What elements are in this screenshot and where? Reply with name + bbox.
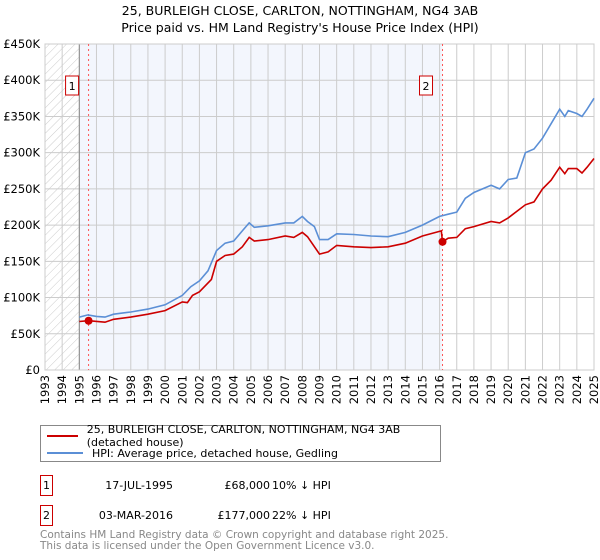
x-tick-label: 1999: [141, 375, 155, 404]
sale-point: [84, 316, 93, 325]
y-tick-label: £300K: [3, 146, 40, 160]
sale-date: 03-MAR-2016: [98, 509, 173, 522]
legend: 25, BURLEIGH CLOSE, CARLTON, NOTTINGHAM,…: [40, 423, 441, 462]
footer: Contains HM Land Registry data © Crown c…: [40, 530, 448, 552]
legend-label: 25, BURLEIGH CLOSE, CARLTON, NOTTINGHAM,…: [86, 423, 401, 449]
x-tick-label: 2003: [210, 375, 224, 404]
x-tick-label: 2011: [347, 375, 361, 404]
x-tick-label: 2016: [433, 375, 447, 404]
x-tick-label: 2024: [570, 375, 584, 404]
x-tick-label: 2015: [415, 375, 429, 404]
sale-price: £68,000: [224, 479, 271, 492]
x-tick-label: 1997: [107, 375, 121, 404]
x-tick-label: 2012: [364, 375, 378, 404]
y-tick-label: £50K: [11, 327, 41, 341]
x-tick-label: 2002: [192, 375, 206, 404]
legend-swatch-blue: [47, 452, 83, 454]
x-tick-label: 2005: [244, 375, 258, 404]
series-line: [79, 97, 595, 318]
x-tick-label: 1998: [124, 375, 138, 404]
sale-row: 1 17-JUL-1995 £68,000 10% ↓ HPI: [40, 475, 460, 497]
series-line: [79, 158, 595, 324]
legend-item-hpi: HPI: Average price, detached house, Gedl…: [47, 445, 338, 461]
footer-licence: This data is licensed under the Open Gov…: [40, 540, 375, 552]
y-tick-label: £100K: [3, 291, 40, 305]
x-tick-label: 2013: [381, 375, 395, 404]
x-tick-label: 1996: [89, 375, 103, 404]
sale-hpi-diff: 22% ↓ HPI: [272, 509, 331, 522]
x-tick-label: 2021: [518, 375, 532, 404]
x-tick-label: 2007: [278, 375, 292, 404]
legend-swatch-red: [47, 435, 78, 437]
x-tick-label: 2004: [227, 375, 241, 404]
sale-marker-box: [65, 75, 80, 96]
plot-border: [44, 43, 595, 371]
x-tick-label: 2006: [261, 375, 275, 404]
y-tick-label: £400K: [3, 73, 40, 87]
sale-hpi-diff: 10% ↓ HPI: [272, 479, 331, 492]
sale-marker-badge: 2: [40, 505, 53, 526]
x-tick-label: 1993: [38, 375, 52, 404]
y-tick-label: £0: [25, 363, 40, 377]
x-tick-label: 2009: [313, 375, 327, 404]
legend-label: HPI: Average price, detached house, Gedl…: [92, 446, 338, 460]
y-tick-label: £250K: [3, 182, 40, 196]
x-tick-label: 2014: [398, 375, 412, 404]
x-tick-label: 2001: [175, 375, 189, 404]
sale-marker-label: 2: [423, 80, 430, 93]
legend-item-property: 25, BURLEIGH CLOSE, CARLTON, NOTTINGHAM,…: [47, 423, 440, 449]
sale-date: 17-JUL-1995: [105, 479, 173, 492]
x-tick-label: 2020: [501, 375, 515, 404]
sale-marker-label: 1: [69, 80, 76, 93]
y-tick-label: £150K: [3, 254, 40, 268]
price-chart: 25, BURLEIGH CLOSE, CARLTON, NOTTINGHAM,…: [3, 3, 600, 404]
x-tick-label: 2000: [158, 375, 172, 404]
x-tick-label: 2010: [330, 375, 344, 404]
sale-marker-box: [419, 75, 434, 96]
y-tick-label: £200K: [3, 218, 40, 232]
x-tick-label: 1994: [55, 375, 69, 404]
chart-title: 25, BURLEIGH CLOSE, CARLTON, NOTTINGHAM,…: [122, 3, 478, 18]
x-tick-label: 2008: [295, 375, 309, 404]
footer-copyright: Contains HM Land Registry data © Crown c…: [40, 529, 449, 541]
sale-price: £177,000: [217, 509, 271, 522]
y-tick-label: £450K: [3, 37, 40, 51]
x-tick-label: 2017: [450, 375, 464, 404]
y-tick-label: £350K: [3, 109, 40, 123]
sale-point: [438, 237, 447, 246]
chart-subtitle: Price paid vs. HM Land Registry's House …: [121, 20, 478, 35]
x-tick-label: 1995: [72, 375, 86, 404]
x-tick-label: 2025: [587, 375, 600, 404]
sale-row: 2 03-MAR-2016 £177,000 22% ↓ HPI: [40, 505, 460, 527]
x-tick-label: 2018: [467, 375, 481, 404]
x-tick-label: 2023: [553, 375, 567, 404]
sale-marker-badge: 1: [40, 475, 53, 496]
x-tick-label: 2019: [484, 375, 498, 404]
x-tick-label: 2022: [536, 375, 550, 404]
